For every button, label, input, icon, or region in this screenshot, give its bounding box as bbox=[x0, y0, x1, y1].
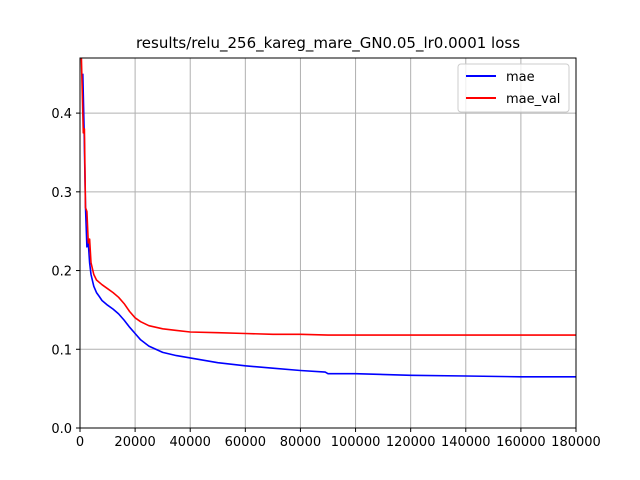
x-tick-label: 80000 bbox=[280, 435, 321, 450]
axes-frame bbox=[79, 57, 577, 429]
x-tick-label: 40000 bbox=[170, 435, 211, 450]
series-line-mae-val bbox=[80, 58, 576, 336]
y-tick-label: 0.0 bbox=[51, 422, 72, 437]
legend-label-mae-val: mae_val bbox=[506, 92, 560, 107]
series-line-mae bbox=[82, 73, 576, 378]
x-tick-label: 20000 bbox=[114, 435, 155, 450]
legend: mae mae_val bbox=[457, 63, 570, 113]
y-tick-label: 0.4 bbox=[51, 107, 72, 122]
series-layer bbox=[80, 58, 576, 378]
legend-label-mae: mae bbox=[506, 70, 535, 85]
x-tick-label: 140000 bbox=[441, 435, 491, 450]
ticks: 0 20000 40000 60000 80000 100000 120000 140000 1… bbox=[51, 107, 601, 450]
y-tick-label: 0.3 bbox=[51, 186, 72, 201]
x-tick-label: 180000 bbox=[551, 435, 601, 450]
x-tick-label: 60000 bbox=[225, 435, 266, 450]
x-tick-label: 0 bbox=[76, 435, 84, 450]
x-tick-label: 160000 bbox=[496, 435, 546, 450]
chart-title: results/relu_256_kareg_mare_GN0.05_lr0.0… bbox=[136, 34, 520, 53]
x-tick-label: 120000 bbox=[386, 435, 436, 450]
x-tick-label: 100000 bbox=[331, 435, 381, 450]
y-tick-label: 0.1 bbox=[51, 343, 72, 358]
y-tick-label: 0.2 bbox=[51, 265, 72, 280]
